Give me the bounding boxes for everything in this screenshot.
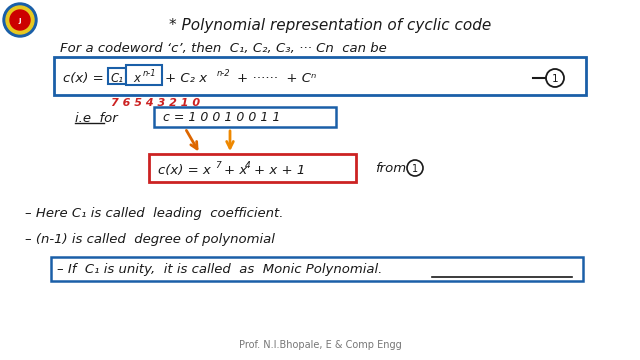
Text: + ······  + Cⁿ: + ······ + Cⁿ [237, 72, 316, 85]
Circle shape [3, 3, 37, 37]
FancyBboxPatch shape [108, 68, 126, 84]
Text: x: x [133, 72, 140, 85]
Text: 1: 1 [552, 73, 558, 84]
Text: 1: 1 [412, 163, 418, 174]
Text: c(x) = x: c(x) = x [158, 163, 211, 176]
Text: c = 1 0 0 1 0 0 1 1: c = 1 0 0 1 0 0 1 1 [163, 111, 280, 123]
Circle shape [10, 10, 30, 30]
FancyBboxPatch shape [126, 65, 162, 85]
Text: – (n-1) is called  degree of polynomial: – (n-1) is called degree of polynomial [25, 233, 275, 246]
Text: 4: 4 [245, 161, 251, 170]
Text: i.e  for: i.e for [75, 112, 118, 125]
Text: n-2: n-2 [217, 68, 230, 77]
Text: Prof. N.I.Bhopale, E & Comp Engg: Prof. N.I.Bhopale, E & Comp Engg [239, 340, 401, 350]
Circle shape [6, 6, 34, 34]
Text: – Here C₁ is called  leading  coefficient.: – Here C₁ is called leading coefficient. [25, 207, 284, 220]
Text: – If  C₁ is unity,  it is called  as  Monic Polynomial.: – If C₁ is unity, it is called as Monic … [57, 262, 382, 275]
Text: + x + 1: + x + 1 [254, 163, 305, 176]
Text: + x: + x [224, 163, 247, 176]
Text: 7: 7 [215, 161, 221, 170]
Text: n-1: n-1 [143, 68, 157, 77]
FancyBboxPatch shape [154, 107, 336, 127]
Text: * Polynomial representation of cyclic code: * Polynomial representation of cyclic co… [169, 18, 491, 33]
FancyBboxPatch shape [149, 154, 356, 182]
FancyBboxPatch shape [54, 57, 586, 95]
Text: + C₂ x: + C₂ x [165, 72, 207, 85]
Text: 7 6 5 4 3 2 1 0: 7 6 5 4 3 2 1 0 [111, 98, 200, 108]
Text: J: J [19, 18, 21, 24]
Text: from: from [375, 162, 406, 175]
Circle shape [546, 69, 564, 87]
Text: C₁: C₁ [111, 72, 124, 85]
FancyBboxPatch shape [51, 257, 583, 281]
Circle shape [407, 160, 423, 176]
Text: c(x) =: c(x) = [63, 72, 104, 85]
Text: For a codeword ‘c’, then  C₁, C₂, C₃, ··· Cn  can be: For a codeword ‘c’, then C₁, C₂, C₃, ···… [60, 42, 387, 55]
